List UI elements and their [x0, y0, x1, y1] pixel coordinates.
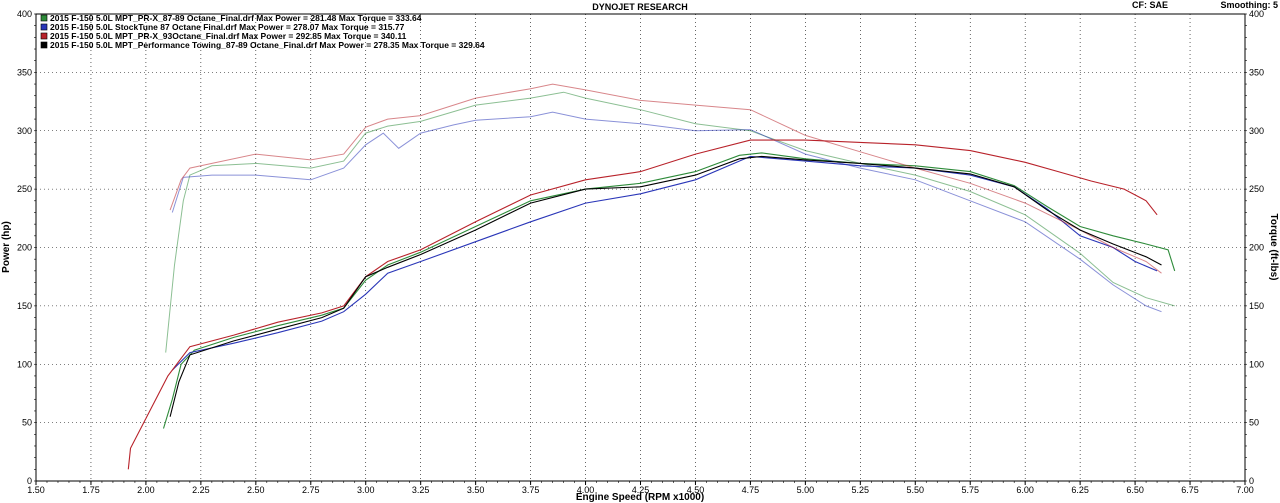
- legend-entry: 2015 F-150 5.0L MPT_Performance Towing_8…: [50, 40, 485, 50]
- y-right-tick-label: 300: [1249, 126, 1264, 136]
- y-left-tick-label: 50: [22, 418, 32, 428]
- power-line-series-1: [162, 152, 1176, 429]
- torque-line-series-1: [165, 91, 1175, 353]
- legend-swatch: [40, 23, 48, 31]
- legend-entry: 2015 F-150 5.0L MPT_PR-X_87-89 Octane_Fi…: [50, 13, 422, 23]
- y-left-tick-label: 300: [17, 126, 32, 136]
- x-tick-label: 1.50: [27, 485, 45, 495]
- x-tick-label: 2.25: [192, 485, 210, 495]
- x-tick-label: 3.25: [412, 485, 430, 495]
- y-left-tick-label: 100: [17, 359, 32, 369]
- power-line-series-2: [171, 155, 1158, 371]
- legend-entry: 2015 F-150 5.0L MPT_PR-X_93Octane_Final.…: [50, 31, 407, 41]
- y-right-tick-label: 350: [1249, 67, 1264, 77]
- x-tick-label: 1.75: [82, 485, 100, 495]
- y-right-tick-label: 0: [1249, 476, 1254, 486]
- y-axis-left-title: Power (hp): [1, 221, 12, 273]
- x-tick-label: 4.50: [687, 485, 705, 495]
- y-right-tick-label: 100: [1249, 359, 1264, 369]
- x-tick-label: 2.00: [137, 485, 155, 495]
- y-right-tick-label: 50: [1249, 418, 1259, 428]
- x-tick-label: 6.25: [1071, 485, 1089, 495]
- x-tick-label: 2.75: [302, 485, 320, 495]
- legend-swatch: [40, 14, 48, 22]
- x-tick-label: 5.00: [797, 485, 815, 495]
- y-left-tick-label: 400: [17, 9, 32, 19]
- series-layer: [127, 83, 1176, 470]
- torque-line-series-3: [169, 83, 1162, 274]
- legend-entry: 2015 F-150 5.0L StockTune 87 Octane Fina…: [50, 22, 405, 32]
- y-right-tick-label: 250: [1249, 184, 1264, 194]
- y-left-tick-label: 150: [17, 301, 32, 311]
- x-tick-label: 5.75: [961, 485, 979, 495]
- x-tick-label: 5.50: [907, 485, 925, 495]
- x-axis-title: Engine Speed (RPM x1000): [576, 492, 704, 503]
- y-left-tick-label: 350: [17, 67, 32, 77]
- y-left-tick-label: 250: [17, 184, 32, 194]
- y-left-tick-label: 0: [27, 476, 32, 486]
- power-line-series-4: [169, 155, 1162, 417]
- legend: 2015 F-150 5.0L MPT_PR-X_87-89 Octane_Fi…: [40, 13, 485, 50]
- x-tick-label: 7.00: [1236, 485, 1254, 495]
- x-tick-label: 4.00: [577, 485, 595, 495]
- axis-ticks: 1.50 1.75 2.00 2.25 2.50 2.75 3.00 3.25 3.50 3.75…: [17, 9, 1264, 495]
- power-line-series-3: [127, 139, 1158, 470]
- chart-title: DYNOJET RESEARCH: [592, 2, 688, 12]
- x-tick-label: 3.00: [357, 485, 375, 495]
- torque-line-series-2: [171, 111, 1162, 313]
- x-tick-label: 4.75: [742, 485, 760, 495]
- y-axis-right-title: Torque (ft-lbs): [1268, 213, 1279, 280]
- y-right-tick-label: 200: [1249, 243, 1264, 253]
- x-tick-label: 6.00: [1016, 485, 1034, 495]
- smoothing-label: Smoothing: 5: [1221, 0, 1279, 10]
- y-right-tick-label: 150: [1249, 301, 1264, 311]
- x-tick-label: 6.75: [1181, 485, 1199, 495]
- x-tick-label: 3.50: [467, 485, 485, 495]
- grid: [36, 14, 1245, 481]
- x-tick-label: 3.75: [522, 485, 540, 495]
- x-tick-label: 5.25: [852, 485, 870, 495]
- x-tick-label: 6.50: [1126, 485, 1144, 495]
- y-right-tick-label: 400: [1249, 9, 1264, 19]
- y-left-tick-label: 200: [17, 243, 32, 253]
- x-tick-label: 4.25: [632, 485, 650, 495]
- x-tick-label: 2.50: [247, 485, 265, 495]
- legend-swatch: [40, 41, 48, 49]
- cf-label: CF: SAE: [1132, 0, 1168, 10]
- legend-swatch: [40, 32, 48, 40]
